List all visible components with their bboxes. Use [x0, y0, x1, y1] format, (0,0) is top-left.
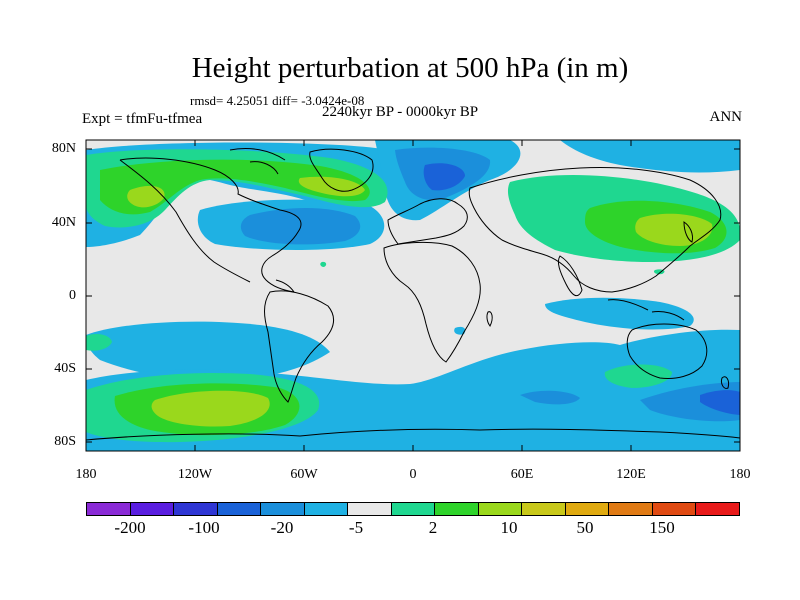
coastlines	[86, 147, 740, 441]
colorbar-swatch	[564, 502, 609, 516]
contour-band-light-blue	[545, 297, 694, 330]
colorbar-label: -20	[270, 518, 294, 537]
colorbar-label: 2	[428, 518, 438, 537]
coastline-africa	[383, 241, 481, 363]
coastline-north-america-west	[119, 159, 251, 283]
colorbar-swatch	[477, 502, 522, 516]
colorbar-swatch	[390, 502, 435, 516]
colorbar-label: -100	[188, 518, 220, 537]
coastline-asia	[468, 167, 722, 293]
colorbar-swatch	[651, 502, 696, 516]
contour-band-light-blue	[454, 326, 466, 335]
season-label: ANN	[709, 109, 743, 125]
x-tick-label: 120W	[177, 467, 213, 482]
colorbar-label: -5	[348, 518, 364, 537]
contour-band-mid-blue	[520, 390, 580, 405]
coastline-south-america	[264, 290, 335, 403]
contour-band-yellow-green	[151, 390, 270, 427]
coastline-india	[557, 255, 583, 297]
x-tick-label: 180	[75, 467, 97, 482]
contour-band-yellow-green	[635, 213, 713, 246]
contour-band-teal	[604, 364, 672, 388]
colorbar-label: 10	[500, 518, 518, 537]
contour-field	[86, 140, 740, 451]
coastline-arctic-islands	[229, 147, 286, 175]
coastline-indonesia	[607, 299, 685, 321]
y-tick-label: 40S	[54, 361, 76, 376]
x-tick-label: 0	[409, 467, 417, 482]
colorbar-label: 150	[649, 518, 675, 537]
x-tick-label: 60W	[290, 467, 318, 482]
colorbar-swatch	[347, 502, 391, 516]
coastline-japan	[683, 221, 693, 243]
x-tick-label: 120E	[616, 467, 646, 482]
period-label: 2240kyr BP - 0000kyr BP	[322, 104, 479, 120]
colorbar-swatch	[216, 502, 261, 516]
contour-band-teal	[320, 261, 327, 267]
x-tick-label: 180	[729, 467, 751, 482]
coastline-antarctica	[86, 428, 740, 441]
y-tick-label: 80S	[54, 434, 76, 449]
axis-ticks	[86, 140, 740, 451]
colorbar-swatch	[86, 502, 130, 516]
x-tick-label: 60E	[510, 467, 534, 482]
colorbar-label: -200	[114, 518, 146, 537]
colorbar-swatch	[608, 502, 652, 516]
colorbar	[86, 502, 740, 516]
contour-band-green	[100, 159, 370, 215]
contour-band-dark-blue	[700, 390, 740, 415]
contour-band-light-blue	[560, 140, 740, 173]
coastline-new-zealand	[721, 376, 729, 389]
colorbar-swatch	[303, 502, 348, 516]
y-tick-label: 80N	[51, 141, 76, 156]
contour-band-dark-blue	[423, 163, 465, 191]
contour-band-teal	[86, 334, 112, 351]
y-tick-label: 40N	[51, 215, 76, 230]
colorbar-swatch	[173, 502, 217, 516]
colorbar-swatch	[695, 502, 740, 516]
experiment-label: Expt = tfmFu-tfmea	[82, 111, 203, 127]
coastline-australia	[626, 323, 708, 379]
chart-title: Height perturbation at 500 hPa (in m)	[191, 52, 629, 84]
coastline-madagascar	[486, 311, 493, 327]
colorbar-swatch	[521, 502, 565, 516]
colorbar-swatch	[434, 502, 478, 516]
contour-band-yellow-green	[127, 185, 165, 208]
colorbar-swatch	[129, 502, 174, 516]
stats-line: rmsd= 4.25051 diff= -3.0424e-08	[190, 93, 365, 108]
coastline-greenland	[309, 148, 374, 192]
coastline-north-america	[119, 157, 302, 293]
y-tick-label: 0	[69, 288, 76, 303]
colorbar-label: 50	[576, 518, 594, 537]
colorbar-swatch	[260, 502, 304, 516]
